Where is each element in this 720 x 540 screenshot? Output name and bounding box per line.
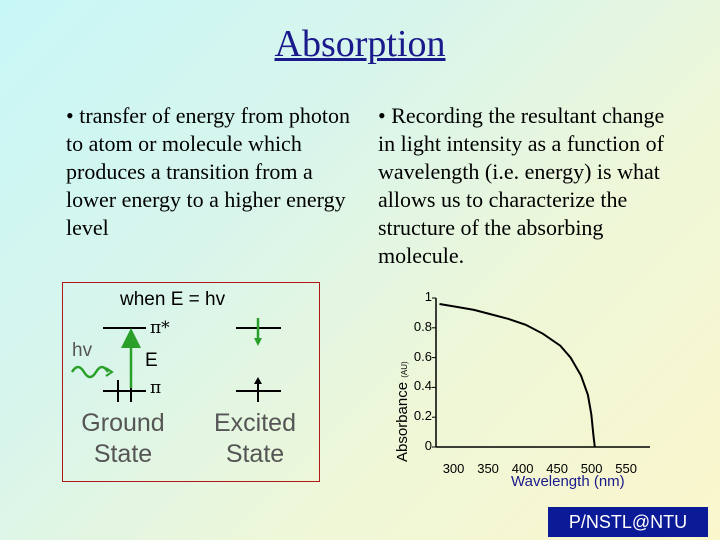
excited-remaining-arrowhead: [254, 377, 262, 384]
energy-gap-label: E: [145, 350, 158, 371]
y-tick-label: 0.8: [413, 318, 432, 334]
photon-wave-icon: [70, 365, 110, 379]
pi-star-label: π*: [150, 318, 170, 338]
footer-badge: P/NSTL@NTU: [548, 507, 708, 537]
x-tick-label: 500: [580, 461, 603, 476]
photon-label: hv: [72, 340, 93, 361]
x-tick-label: 300: [442, 461, 465, 476]
y-tick-label: 0.2: [413, 408, 432, 424]
chart-series-line: [439, 303, 596, 448]
x-tick-label: 400: [511, 461, 534, 476]
chart-x-axis-label: Wavelength (nm): [511, 473, 625, 490]
photon-arrow-icon: [105, 367, 114, 377]
y-tick-label: 0.6: [413, 348, 432, 364]
left-bullet-text: • transfer of energy from photon to atom…: [66, 103, 351, 240]
pi-label: π: [150, 378, 162, 398]
slide-title: Absorption: [274, 23, 446, 65]
x-tick-label: 450: [546, 461, 568, 476]
y-tick-label: 0.4: [413, 378, 432, 394]
excited-electron-arrowhead: [254, 338, 262, 346]
x-tick-label: 350: [477, 461, 499, 476]
condition-label: when E = hv: [120, 289, 226, 310]
energy-diagram-frame: [62, 282, 320, 482]
y-tick-label: 0: [424, 438, 432, 453]
ground-state-label: Ground State: [81, 409, 165, 468]
y-tick-label: 1: [424, 289, 432, 304]
excited-state-label: Excited State: [214, 409, 296, 468]
x-tick-label: 550: [615, 461, 637, 476]
right-bullet-text: • Recording the resultant change in ligh…: [378, 103, 665, 268]
